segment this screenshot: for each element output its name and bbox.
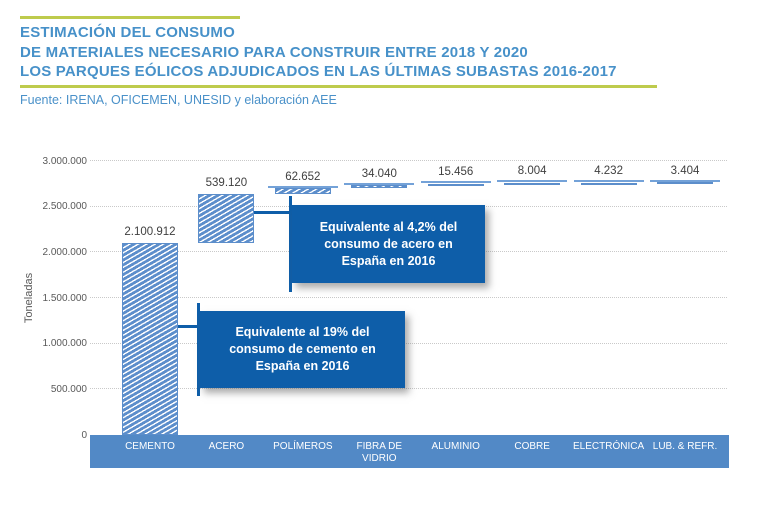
source-text: Fuente: IRENA, OFICEMEN, UNESID y elabor… [20,93,337,107]
callout-stem [289,196,292,292]
x-axis-label: FIBRA DE VIDRIO [356,441,403,464]
bar-value-label: 2.100.912 [124,226,176,239]
y-tick-label: 3.000.000 [42,155,88,167]
bar-value-label: 62.652 [285,170,321,183]
x-axis-label: POLÍMEROS [273,441,333,452]
bar-electr-nica [580,182,637,185]
x-axis-label: ALUMINIO [431,441,480,452]
bar-value-label: 3.404 [670,164,700,177]
x-axis-label: COBRE [514,441,550,452]
x-axis-label: CEMENTO [125,441,175,452]
title-line-3: LOS PARQUES EÓLICOS ADJUDICADOS EN LAS Ú… [20,63,617,80]
callout-text-line: España en 2016 [255,359,350,373]
accent-rule-bottom [20,85,657,88]
bar-value-label: 8.004 [517,165,547,178]
gridline [90,160,727,161]
bar-pol-meros [274,188,331,194]
value-underline [344,182,415,185]
bar-fibra-de-vidrio [351,185,408,189]
callout-text-line: consumo de acero en [324,236,453,251]
bar-value-label: 539.120 [205,176,248,189]
y-tick-label: 500.000 [50,383,87,395]
callout-connector [254,211,292,214]
callout-box: Equivalente al 4,2% del consumo de acero … [292,205,485,283]
title-line-1: ESTIMACIÓN DEL CONSUMO [20,24,235,41]
bar-aluminio [427,183,484,186]
y-tick-label: 1.000.000 [42,338,88,350]
title-line-2: DE MATERIALES NECESARIO PARA CONSTRUIR E… [20,43,528,61]
callout-text-line: España en 2016 [341,253,436,268]
x-axis-label: ELECTRÓNICA [573,441,645,452]
bar-cemento [122,243,178,435]
accent-rule-top [20,16,240,19]
value-underline [267,185,338,188]
callout-text-line: consumo de cemento en [229,342,376,356]
callout-text-line: Equivalente al 4,2% del [319,219,458,234]
bar-lub-refr- [657,182,713,185]
callout-stem [197,303,200,396]
y-tick-label: 1.500.000 [42,292,88,304]
callout-box: Equivalente al 19% del consumo de cemento… [200,311,405,388]
gridline [90,342,727,344]
x-axis-label: ACERO [208,441,245,452]
bar-value-label: 34.040 [361,167,397,180]
value-underline [573,180,644,183]
bar-value-label: 15.456 [438,166,474,179]
gridline [90,297,727,298]
gridline [90,388,727,390]
bar-acero [198,193,255,244]
y-tick-label: 2.000.000 [42,246,88,258]
page-title: ESTIMACIÓN DEL CONSUMO DE MATERIALES NEC… [20,23,720,82]
callout-text-line: Equivalente al 19% del [235,325,370,339]
value-underline [420,181,491,184]
value-underline [497,180,568,183]
y-tick-label: 0 [81,429,87,441]
value-underline [650,179,720,182]
y-tick-label: 2.500.000 [42,201,88,213]
y-axis-title: Toneladas [23,272,35,324]
bar-cobre [504,182,561,185]
x-axis-band [90,435,729,468]
bar-value-label: 4.232 [594,165,623,178]
x-axis-label: LUB. & REFR. [652,441,718,452]
callout-connector [178,325,200,328]
